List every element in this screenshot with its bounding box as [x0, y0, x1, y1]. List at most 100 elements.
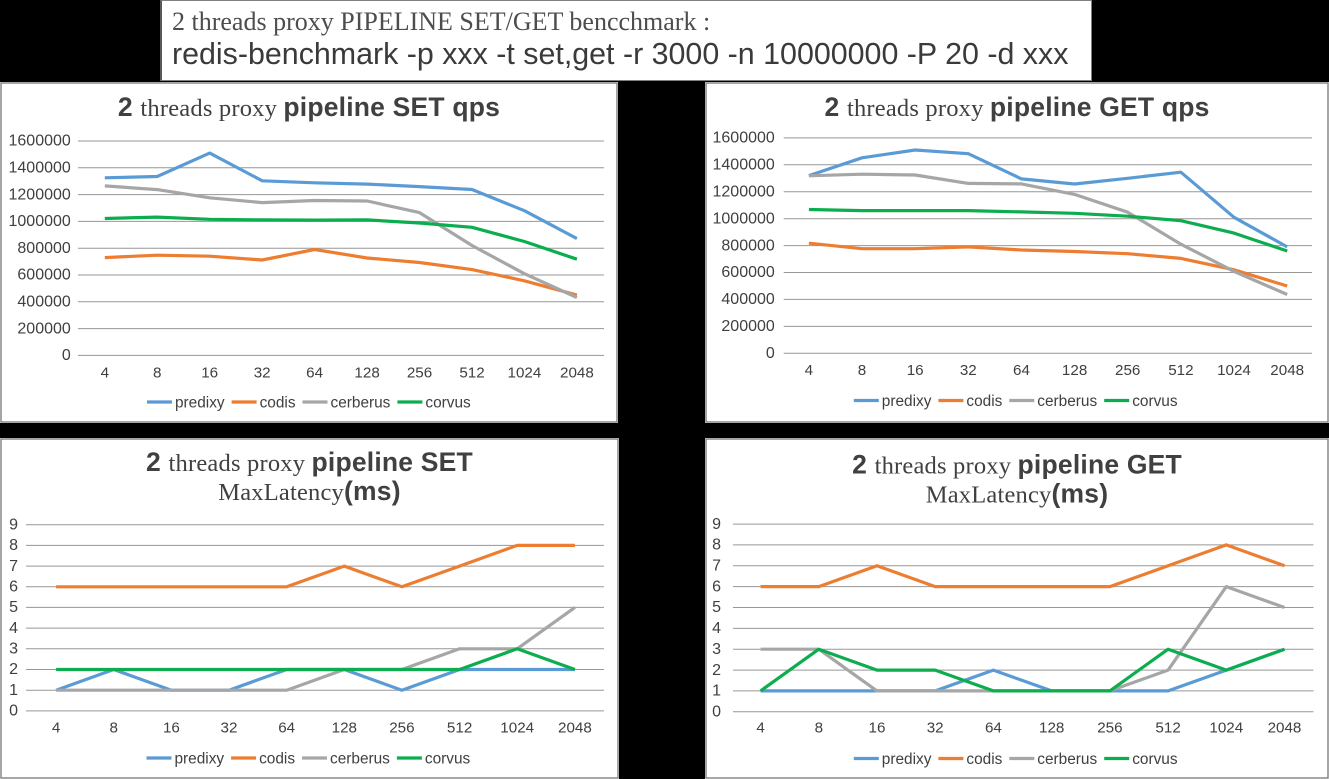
svg-text:codis: codis — [259, 751, 295, 768]
svg-text:6: 6 — [712, 578, 721, 595]
svg-text:MaxLatency(ms): MaxLatency(ms) — [218, 476, 401, 506]
svg-text:128: 128 — [354, 365, 379, 382]
svg-text:4: 4 — [756, 720, 764, 737]
svg-text:128: 128 — [332, 720, 357, 737]
svg-text:1200000: 1200000 — [713, 183, 775, 200]
svg-text:0: 0 — [62, 347, 71, 364]
svg-text:corvus: corvus — [425, 751, 471, 768]
svg-text:predixy: predixy — [175, 395, 225, 412]
svg-text:16: 16 — [869, 720, 886, 737]
svg-text:1024: 1024 — [508, 365, 542, 382]
svg-text:512: 512 — [1155, 720, 1180, 737]
svg-text:1: 1 — [712, 683, 721, 700]
svg-text:400000: 400000 — [17, 294, 70, 311]
svg-text:256: 256 — [1115, 362, 1140, 379]
svg-text:9: 9 — [9, 516, 18, 533]
svg-text:64: 64 — [278, 720, 295, 737]
svg-text:2 threads proxy pipeline SET q: 2 threads proxy pipeline SET qps — [118, 92, 500, 122]
svg-text:MaxLatency(ms): MaxLatency(ms) — [926, 479, 1109, 509]
svg-text:512: 512 — [459, 365, 484, 382]
svg-text:1600000: 1600000 — [713, 130, 775, 147]
svg-text:7: 7 — [9, 558, 18, 575]
svg-text:5: 5 — [712, 599, 721, 616]
svg-text:cerberus: cerberus — [330, 751, 390, 768]
svg-text:200000: 200000 — [17, 320, 70, 337]
svg-text:2 threads proxy pipeline SET: 2 threads proxy pipeline SET — [146, 447, 473, 477]
svg-text:512: 512 — [1168, 362, 1193, 379]
svg-text:32: 32 — [254, 365, 271, 382]
svg-text:8: 8 — [815, 720, 823, 737]
svg-text:9: 9 — [712, 516, 721, 533]
svg-text:4: 4 — [805, 362, 813, 379]
svg-text:8: 8 — [109, 720, 117, 737]
svg-text:predixy: predixy — [882, 751, 932, 768]
svg-text:4: 4 — [101, 365, 109, 382]
svg-text:6: 6 — [9, 579, 18, 596]
svg-text:4: 4 — [9, 620, 18, 637]
svg-text:cerberus: cerberus — [1037, 393, 1097, 410]
svg-text:32: 32 — [960, 362, 977, 379]
svg-text:256: 256 — [1097, 720, 1122, 737]
svg-text:1024: 1024 — [1209, 720, 1243, 737]
svg-text:1200000: 1200000 — [9, 186, 71, 203]
svg-text:2: 2 — [712, 662, 721, 679]
svg-text:16: 16 — [201, 365, 218, 382]
svg-text:600000: 600000 — [17, 267, 70, 284]
svg-text:64: 64 — [306, 365, 323, 382]
svg-text:corvus: corvus — [425, 395, 471, 412]
svg-text:predixy: predixy — [882, 393, 932, 410]
svg-text:cerberus: cerberus — [1037, 751, 1097, 768]
svg-text:2048: 2048 — [558, 720, 592, 737]
svg-text:200000: 200000 — [721, 318, 774, 335]
svg-text:5: 5 — [9, 599, 18, 616]
svg-text:128: 128 — [1062, 362, 1087, 379]
svg-text:16: 16 — [163, 720, 180, 737]
svg-text:256: 256 — [389, 720, 414, 737]
svg-text:64: 64 — [1013, 362, 1030, 379]
svg-text:codis: codis — [966, 393, 1002, 410]
svg-text:1024: 1024 — [500, 720, 534, 737]
svg-text:600000: 600000 — [721, 264, 774, 281]
svg-text:codis: codis — [966, 751, 1002, 768]
svg-text:64: 64 — [985, 720, 1002, 737]
svg-text:32: 32 — [221, 720, 238, 737]
svg-text:0: 0 — [712, 704, 721, 721]
svg-text:3: 3 — [9, 641, 18, 658]
svg-text:8: 8 — [153, 365, 161, 382]
svg-text:4: 4 — [712, 620, 721, 637]
svg-text:2048: 2048 — [1270, 362, 1304, 379]
svg-text:cerberus: cerberus — [331, 395, 391, 412]
svg-text:400000: 400000 — [721, 291, 774, 308]
svg-text:8: 8 — [9, 537, 18, 554]
svg-text:corvus: corvus — [1132, 751, 1178, 768]
svg-text:800000: 800000 — [721, 237, 774, 254]
svg-text:256: 256 — [407, 365, 432, 382]
svg-text:2 threads proxy pipeline GET: 2 threads proxy pipeline GET — [852, 450, 1182, 480]
svg-text:1400000: 1400000 — [9, 160, 71, 177]
svg-text:128: 128 — [1039, 720, 1064, 737]
svg-text:codis: codis — [260, 395, 296, 412]
svg-text:1600000: 1600000 — [9, 133, 71, 150]
svg-text:1: 1 — [9, 682, 18, 699]
svg-text:7: 7 — [712, 558, 721, 575]
svg-text:2048: 2048 — [560, 365, 594, 382]
svg-text:512: 512 — [447, 720, 472, 737]
svg-text:8: 8 — [712, 537, 721, 554]
svg-text:16: 16 — [907, 362, 924, 379]
svg-text:4: 4 — [52, 720, 60, 737]
svg-text:1000000: 1000000 — [9, 213, 71, 230]
svg-text:2 threads proxy pipeline GET q: 2 threads proxy pipeline GET qps — [824, 92, 1209, 122]
svg-text:0: 0 — [766, 345, 775, 362]
svg-text:1400000: 1400000 — [713, 157, 775, 174]
svg-text:3: 3 — [712, 641, 721, 658]
svg-text:800000: 800000 — [17, 240, 70, 257]
svg-text:1024: 1024 — [1217, 362, 1251, 379]
svg-text:8: 8 — [858, 362, 866, 379]
svg-text:predixy: predixy — [175, 751, 225, 768]
svg-text:corvus: corvus — [1132, 393, 1178, 410]
svg-text:32: 32 — [927, 720, 944, 737]
svg-text:1000000: 1000000 — [713, 210, 775, 227]
svg-text:2: 2 — [9, 661, 18, 678]
svg-text:2048: 2048 — [1268, 720, 1302, 737]
svg-text:0: 0 — [9, 703, 18, 720]
